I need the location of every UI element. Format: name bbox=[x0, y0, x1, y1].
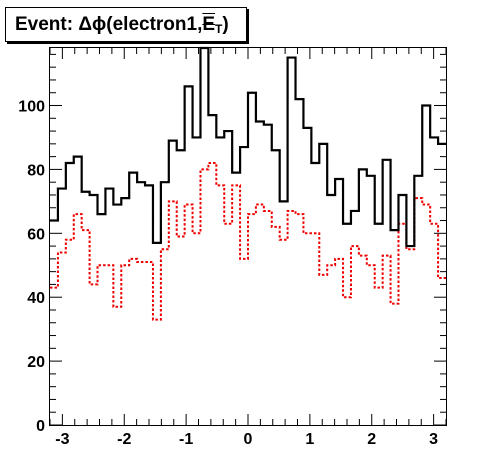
x-tick-label: 1 bbox=[305, 431, 314, 448]
title-met: E bbox=[202, 14, 216, 35]
x-tick-label: 3 bbox=[429, 431, 438, 448]
plot-frame bbox=[49, 47, 447, 426]
title-box: Event: Δϕ(electron1,ET) bbox=[5, 7, 247, 42]
x-tick-label: -1 bbox=[179, 431, 193, 448]
chart-title: Event: Δϕ(electron1,ET) bbox=[15, 14, 229, 36]
title-phi: ϕ bbox=[92, 14, 107, 35]
y-tick-label: 20 bbox=[27, 354, 45, 371]
x-tick-label: 2 bbox=[367, 431, 376, 448]
y-tick-label: 100 bbox=[18, 99, 45, 116]
y-tick-label: 0 bbox=[36, 418, 45, 435]
y-tick-label: 40 bbox=[27, 290, 45, 307]
y-tick-label: 80 bbox=[27, 162, 45, 179]
series-black-solid-histogram bbox=[50, 46, 446, 248]
title-close: ) bbox=[222, 14, 229, 35]
series-red-dotted-histogram bbox=[50, 162, 446, 321]
title-met-sub: T bbox=[215, 22, 223, 36]
title-delta: Δ bbox=[78, 14, 93, 35]
axes: -3 -2 -1 0 1 2 3 0 20 40 60 80 100 bbox=[18, 48, 447, 448]
x-tick-label: 0 bbox=[244, 431, 253, 448]
x-tick-label: -3 bbox=[55, 431, 69, 448]
title-arg: (electron1, bbox=[106, 14, 203, 35]
x-tick-label: -2 bbox=[117, 431, 131, 448]
series-layer bbox=[50, 46, 446, 321]
y-tick-label: 60 bbox=[27, 226, 45, 243]
title-prefix: Event: bbox=[15, 14, 79, 35]
